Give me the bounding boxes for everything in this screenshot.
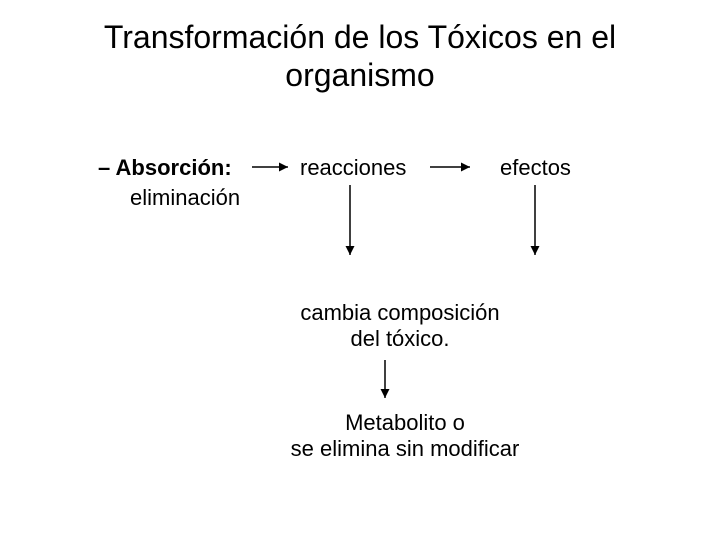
arrows-layer <box>0 0 720 540</box>
